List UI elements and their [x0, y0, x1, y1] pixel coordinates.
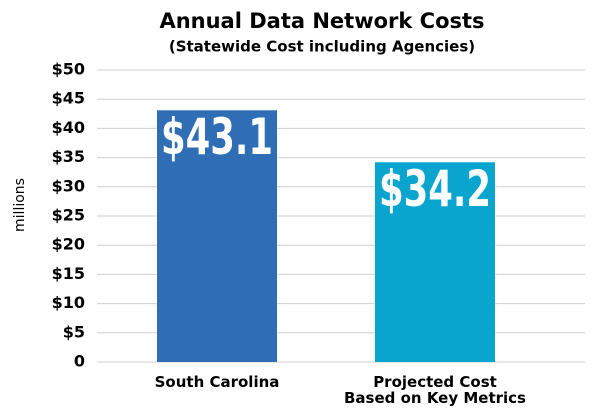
y-tick-label: $45: [52, 89, 85, 108]
y-tick-label: $50: [52, 60, 85, 79]
bar: [375, 162, 495, 362]
x-tick-label: South Carolina: [154, 373, 280, 391]
y-tick-label: $15: [52, 264, 85, 283]
value-label: $43.1: [161, 108, 273, 166]
y-tick-label: $20: [52, 235, 85, 254]
y-tick-label: 0: [74, 352, 85, 371]
chart-title: Annual Data Network Costs: [159, 9, 484, 33]
value-label: $34.2: [379, 160, 491, 218]
y-tick-label: $40: [52, 118, 85, 137]
y-axis-label: millions: [12, 178, 28, 232]
y-tick-label: $5: [63, 322, 85, 341]
chart-subtitle: (Statewide Cost including Agencies): [169, 38, 475, 56]
y-tick-label: $30: [52, 176, 85, 195]
x-tick-label: Projected Cost Based on Key Metrics: [344, 373, 526, 407]
y-tick-label: $25: [52, 206, 85, 225]
y-tick-label: $10: [52, 293, 85, 312]
y-tick-label: $35: [52, 147, 85, 166]
bar: [157, 110, 277, 363]
